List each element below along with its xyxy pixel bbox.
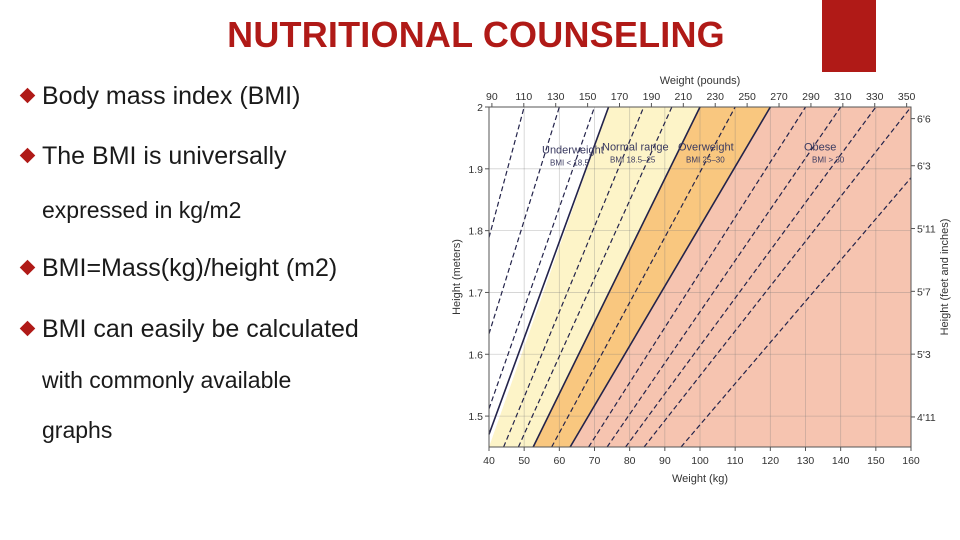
region-label: Normal range <box>602 141 669 153</box>
bmi-boundary-line <box>569 106 772 448</box>
bullet-text: graphs <box>42 417 113 443</box>
top-tick-label: 110 <box>515 91 532 103</box>
left-tick-label: 2 <box>477 102 483 114</box>
right-tick-label: 5'3 <box>917 349 931 361</box>
region-sublabel: BMI 25–30 <box>686 155 725 164</box>
bmi-dashed-line <box>551 106 736 448</box>
bullet-line: Body mass index (BMI) <box>18 82 300 111</box>
region-sublabel: BMI 18.5–25 <box>610 155 656 164</box>
bottom-tick-label: 120 <box>762 455 780 467</box>
bmi-dashed-line <box>503 106 645 448</box>
right-tick-label: 5'7 <box>917 286 931 298</box>
bmi-dashed-line <box>643 106 912 448</box>
top-tick-label: 290 <box>802 91 820 103</box>
bullet-line: BMI=Mass(kg)/height (m2) <box>18 254 337 283</box>
bmi-boundary-line <box>532 106 701 448</box>
bmi-dashed-line <box>488 106 596 409</box>
bottom-tick-label: 60 <box>553 455 565 467</box>
top-tick-label: 310 <box>834 91 852 103</box>
bmi-chart: 90 110 130 150 170 190 210 230 250 270 290 310 330 35… <box>440 72 956 486</box>
bullet-text: with commonly available <box>42 367 292 393</box>
left-tick-label: 1.7 <box>468 287 483 299</box>
bottom-tick-label: 110 <box>727 455 744 467</box>
bmi-chart-svg: 90 110 130 150 170 190 210 230 250 270 290 310 330 35… <box>451 75 951 485</box>
left-tick-label: 1.8 <box>468 226 483 238</box>
left-axis-title: Height (meters) <box>451 239 463 315</box>
diamond-bullet-icon <box>19 87 36 104</box>
bottom-axis-title: Weight (kg) <box>672 473 728 485</box>
bullet-continuation: expressed in kg/m2 <box>42 197 241 224</box>
top-tick-label: 210 <box>675 91 693 103</box>
top-tick-label: 190 <box>643 91 661 103</box>
title-accent-block <box>822 0 876 74</box>
right-tick-label: 5'11 <box>917 224 936 236</box>
bottom-tick-label: 150 <box>867 455 885 467</box>
region-label: Obese <box>804 141 836 153</box>
top-tick-label: 230 <box>706 91 724 103</box>
bullet-text: The BMI is universally <box>42 142 287 170</box>
bullet-text: BMI can easily be calculated <box>42 315 359 343</box>
region-overweight <box>533 107 771 447</box>
top-tick-label: 350 <box>898 91 916 103</box>
bmi-dashed-line <box>517 106 673 448</box>
left-tick-label: 1.5 <box>468 411 483 423</box>
bmi-dashed-line <box>588 106 807 448</box>
bottom-tick-label: 130 <box>797 455 815 467</box>
region-obese <box>570 107 911 447</box>
diamond-bullet-icon <box>19 259 36 276</box>
bottom-tick-label: 80 <box>624 455 636 467</box>
right-tick-label: 4'11 <box>917 412 936 424</box>
bottom-tick-label: 50 <box>518 455 530 467</box>
bottom-tick-label: 70 <box>589 455 601 467</box>
bottom-tick-label: 160 <box>902 455 920 467</box>
top-tick-label: 270 <box>770 91 788 103</box>
bmi-dashed-line <box>625 106 877 448</box>
region-label: Underweight <box>542 145 604 157</box>
bullet-continuation: graphs <box>42 417 112 444</box>
right-tick-label: 6'6 <box>917 114 931 126</box>
diamond-bullet-icon <box>19 147 36 164</box>
bottom-tick-label: 90 <box>659 455 671 467</box>
diamond-bullet-icon <box>19 320 36 337</box>
region-sublabel: BMI > 30 <box>812 155 845 164</box>
bullet-text: expressed in kg/m2 <box>42 197 242 223</box>
bullet-line: BMI can easily be calculated <box>18 315 359 344</box>
bullet-line: The BMI is universally <box>18 142 287 171</box>
bmi-boundary-line <box>488 106 610 435</box>
bullet-continuation: with commonly available <box>42 367 291 394</box>
top-tick-label: 90 <box>486 91 498 103</box>
left-tick-label: 1.6 <box>468 349 483 361</box>
top-tick-label: 170 <box>611 91 629 103</box>
bottom-tick-label: 40 <box>483 455 495 467</box>
top-tick-label: 130 <box>547 91 565 103</box>
top-tick-label: 330 <box>866 91 884 103</box>
left-tick-label: 1.9 <box>468 164 483 176</box>
top-tick-label: 250 <box>738 91 756 103</box>
right-tick-label: 6'3 <box>917 161 931 173</box>
bullet-text: Body mass index (BMI) <box>42 82 301 110</box>
bullet-text: BMI=Mass(kg)/height (m2) <box>42 254 338 282</box>
region-label: Overweight <box>678 141 734 153</box>
bottom-tick-label: 100 <box>691 455 709 467</box>
top-axis-title: Weight (pounds) <box>660 75 741 87</box>
bmi-dashed-line <box>606 106 842 448</box>
bmi-dashed-line <box>680 177 912 448</box>
right-axis-title: Height (feet and inches) <box>939 219 951 336</box>
region-sublabel: BMI < 18.5 <box>550 159 589 168</box>
bmi-dashed-line <box>488 106 525 238</box>
top-tick-label: 150 <box>579 91 597 103</box>
bottom-tick-label: 140 <box>832 455 850 467</box>
slide-title: NUTRITIONAL COUNSELING <box>227 14 725 55</box>
